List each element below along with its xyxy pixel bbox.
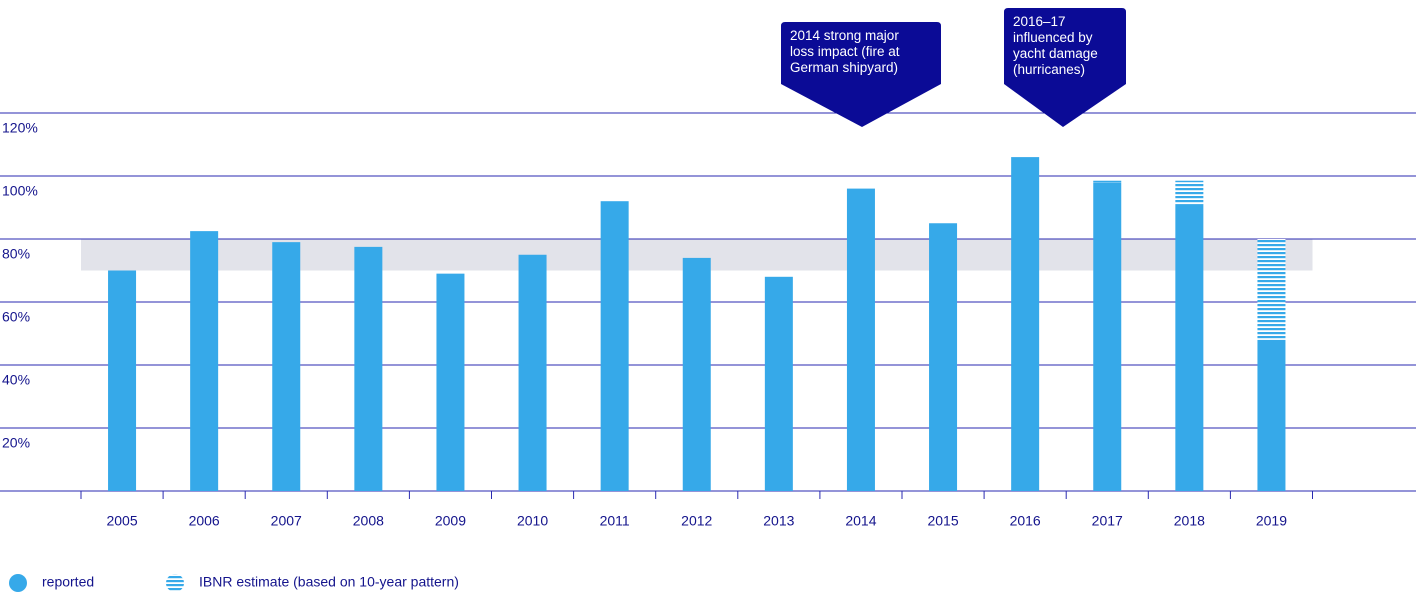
bar xyxy=(1257,239,1286,340)
x-tick-label: 2007 xyxy=(271,513,302,529)
x-tick-label: 2010 xyxy=(517,513,548,529)
annotation-text: (hurricanes) xyxy=(1013,62,1085,77)
bar xyxy=(190,231,219,491)
x-tick-label: 2012 xyxy=(681,513,712,529)
bar xyxy=(1093,180,1122,183)
y-tick-label: 20% xyxy=(2,435,30,451)
x-tick-label: 2017 xyxy=(1092,513,1123,529)
annotation-text: 2014 strong major xyxy=(790,28,899,43)
bar xyxy=(1175,180,1204,205)
bar xyxy=(1093,182,1122,492)
x-tick-label: 2019 xyxy=(1256,513,1287,529)
x-tick-label: 2016 xyxy=(1010,513,1041,529)
bar xyxy=(600,201,629,491)
legend-label: reported xyxy=(42,574,94,590)
x-tick-label: 2009 xyxy=(435,513,466,529)
bar xyxy=(518,254,547,491)
bar xyxy=(436,273,465,491)
legend-label: IBNR estimate (based on 10-year pattern) xyxy=(199,574,459,590)
y-tick-label: 80% xyxy=(2,246,30,262)
bar xyxy=(354,246,383,491)
x-tick-label: 2013 xyxy=(763,513,794,529)
annotation-text: 2016–17 xyxy=(1013,14,1066,29)
annotation-text: influenced by xyxy=(1013,30,1093,45)
x-tick-label: 2008 xyxy=(353,513,384,529)
bar xyxy=(108,270,137,491)
callout xyxy=(781,22,941,127)
legend-swatch xyxy=(166,574,184,592)
bar xyxy=(1011,157,1040,491)
y-tick-label: 60% xyxy=(2,309,30,325)
bar xyxy=(1257,339,1286,491)
annotation-text: German shipyard) xyxy=(790,60,898,75)
annotation-text: loss impact (fire at xyxy=(790,44,900,59)
y-tick-label: 120% xyxy=(2,120,38,136)
bar xyxy=(846,188,875,491)
callout xyxy=(1004,8,1126,127)
x-tick-label: 2006 xyxy=(189,513,220,529)
x-tick-label: 2014 xyxy=(845,513,876,529)
y-tick-label: 40% xyxy=(2,372,30,388)
x-tick-label: 2011 xyxy=(600,513,630,529)
x-tick-label: 2018 xyxy=(1174,513,1205,529)
bar xyxy=(929,223,958,491)
x-tick-label: 2015 xyxy=(927,513,958,529)
annotation-text: yacht damage xyxy=(1013,46,1098,61)
bar xyxy=(1175,204,1204,491)
legend-swatch xyxy=(9,574,27,592)
bar xyxy=(682,257,711,491)
bar xyxy=(764,276,793,491)
y-tick-label: 100% xyxy=(2,183,38,199)
x-tick-label: 2005 xyxy=(106,513,137,529)
bar xyxy=(272,242,301,491)
